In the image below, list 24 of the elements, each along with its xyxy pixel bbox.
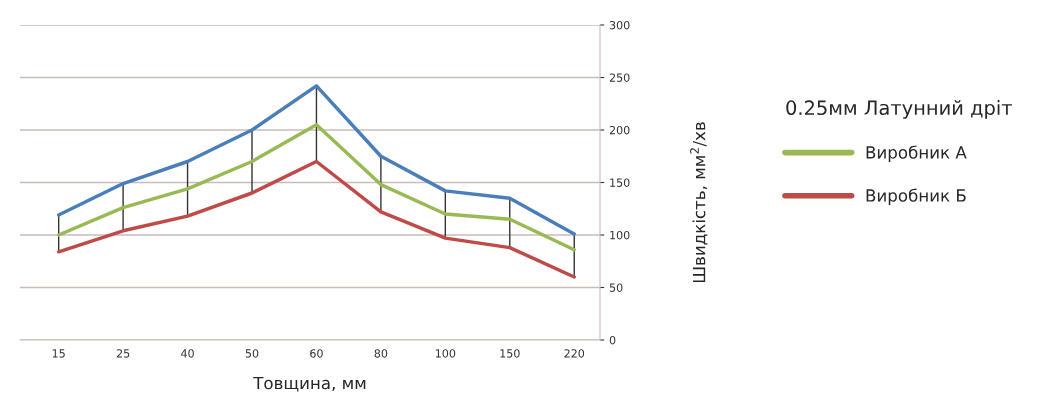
y-tick-label: 50: [609, 283, 623, 292]
y-tick-label: 300: [609, 20, 630, 30]
line-series: [56, 123, 576, 252]
x-tick-label: 150: [500, 349, 520, 358]
y-tick-label: 0: [609, 335, 616, 345]
legend-label: Виробник А: [866, 145, 967, 162]
y-tick-label: 100: [610, 230, 630, 240]
y-axis-title: Швидкість, мм$^{2}$/хв: [690, 122, 708, 283]
line-series: [56, 159, 576, 279]
x-tick-label: 220: [564, 349, 585, 358]
x-tick-label: 50: [245, 349, 259, 358]
legend-label: Виробник Б: [866, 188, 966, 205]
x-tick-label: 25: [116, 349, 130, 358]
y-tick-label: 150: [610, 178, 630, 187]
x-tick-label: 80: [374, 349, 388, 358]
x-tick-label: 15: [52, 349, 65, 358]
x-tick-label: 60: [310, 349, 323, 358]
y-tick-label: 250: [609, 73, 630, 82]
legend-title: 0.25мм Латунний дріт: [786, 100, 1013, 119]
x-tick-label: 40: [181, 349, 194, 358]
line-series: [56, 84, 576, 236]
x-tick-label: 100: [435, 349, 456, 358]
x-axis-title: Товщина, мм: [253, 376, 366, 392]
y-tick-label: 200: [609, 125, 630, 135]
